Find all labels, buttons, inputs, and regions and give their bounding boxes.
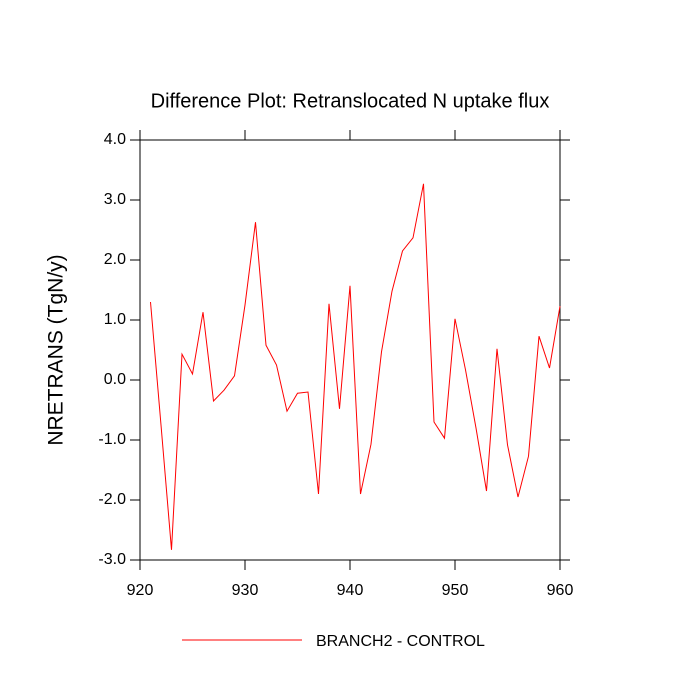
y-tick-label: 3.0 (104, 191, 126, 208)
y-tick-label: 2.0 (104, 251, 126, 268)
y-tick-label: 0.0 (104, 371, 126, 388)
x-tick-label: 960 (547, 582, 574, 599)
x-tick-label: 920 (127, 582, 154, 599)
legend-label: BRANCH2 - CONTROL (316, 633, 485, 650)
y-axis-label: NRETRANS (TgN/y) (45, 254, 68, 445)
y-tick-label: -3.0 (98, 551, 126, 568)
chart-title: Difference Plot: Retranslocated N uptake… (151, 90, 550, 112)
x-tick-label: 930 (232, 582, 259, 599)
data-line (150, 183, 561, 550)
y-tick-label: -2.0 (98, 491, 126, 508)
x-tick-label: 940 (337, 582, 364, 599)
y-tick-label: 1.0 (104, 311, 126, 328)
x-tick-label: 950 (442, 582, 469, 599)
y-tick-label: -1.0 (98, 431, 126, 448)
y-tick-label: 4.0 (104, 131, 126, 148)
